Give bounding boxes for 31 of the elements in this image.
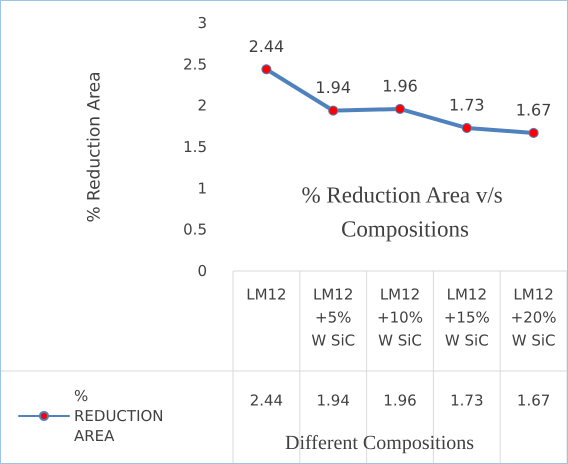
- x-axis-title: Different Compositions: [285, 432, 474, 454]
- data-label: 1.96: [383, 392, 417, 410]
- x-tick-label: LM12 +10% W SiC: [377, 286, 423, 350]
- text: 2.44: [248, 36, 284, 56]
- data-label: 1.94: [316, 392, 350, 410]
- point: [395, 104, 405, 114]
- y-tick-label: 1: [197, 179, 207, 198]
- x-tick-label: LM12 +20% W SiC: [510, 286, 557, 350]
- data-label: 1.73: [450, 392, 484, 410]
- legend-label: % REDUCTION AREA: [74, 387, 164, 445]
- data-label: 1.67: [516, 392, 550, 410]
- text: 1.96: [382, 76, 418, 96]
- text: 1.94: [315, 78, 352, 98]
- y-tick-label: 3: [197, 14, 207, 32]
- x-tick-label: LM12: [246, 286, 287, 304]
- x-tick-label: LM12 +15% W SiC: [444, 286, 490, 350]
- text: % Reduction Area v/s Compositions: [302, 182, 508, 242]
- y-tick-label: 2: [197, 96, 207, 115]
- point: [528, 128, 539, 138]
- text: 1.73: [448, 95, 485, 114]
- x-tick-label: LM12 +5% W SiC: [311, 286, 356, 350]
- data-label: 2.44: [250, 392, 284, 410]
- y-tick-label: 0: [197, 262, 207, 280]
- point: [261, 64, 272, 74]
- y-tick-label: 2.5: [183, 55, 207, 74]
- y-axis-title: % Reduction Area: [84, 71, 104, 223]
- point: [462, 122, 472, 133]
- y-tick-label: 0.5: [183, 220, 207, 239]
- text: 1.67: [516, 100, 552, 120]
- point: [328, 106, 338, 116]
- y-tick-label: 1.5: [183, 138, 207, 156]
